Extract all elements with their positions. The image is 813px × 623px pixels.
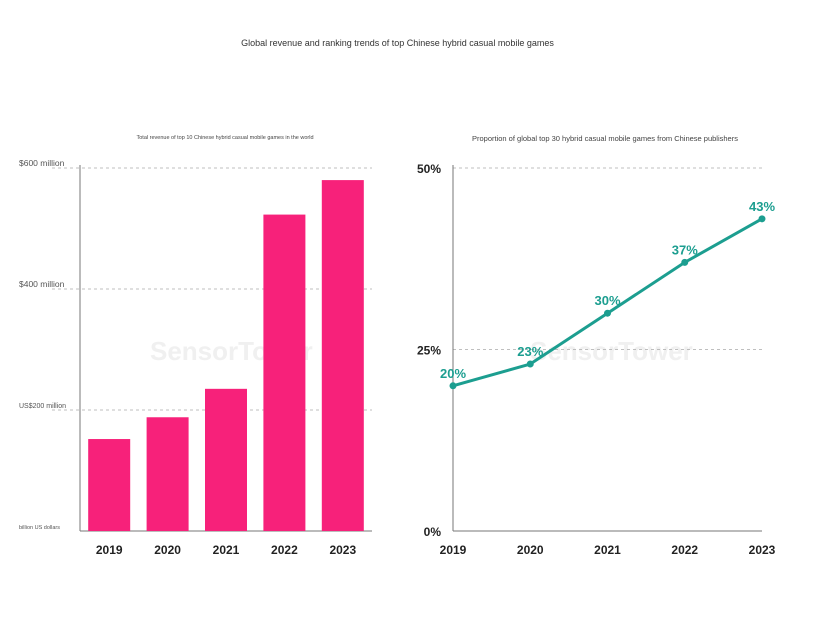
bar-2021 [205, 388, 247, 531]
bar-x-tick-label: 2019 [96, 543, 123, 557]
line-y-tick-label: 50% [417, 162, 441, 176]
line-point-2020 [526, 360, 534, 368]
bar-chart-title: Total revenue of top 10 Chinese hybrid c… [136, 135, 314, 141]
bar-2023 [321, 180, 364, 531]
bar-2022 [263, 214, 306, 531]
line-point-2022 [681, 258, 689, 266]
line-data-label: 23% [517, 344, 543, 359]
line-data-label: 30% [594, 293, 620, 308]
line-data-label: 43% [749, 199, 775, 214]
line-x-tick-label: 2020 [517, 543, 544, 557]
line-data-label: 20% [440, 366, 466, 381]
bar-2020 [146, 417, 189, 531]
main-title: Global revenue and ranking trends of top… [241, 38, 554, 48]
line-data-label: 37% [672, 242, 698, 257]
line-y-tick-label: 0% [424, 525, 442, 539]
line-point-2019 [449, 382, 457, 390]
bar-x-tick-label: 2022 [271, 543, 298, 557]
bar-y-tick-label: $600 million [19, 158, 65, 168]
line-chart-title: Proportion of global top 30 hybrid casua… [472, 134, 738, 143]
bar-y-tick-label: US$200 million [19, 403, 66, 410]
line-x-tick-label: 2019 [440, 543, 467, 557]
line-point-2023 [758, 215, 766, 223]
bar-x-tick-label: 2020 [154, 543, 181, 557]
bar-x-tick-label: 2021 [213, 543, 240, 557]
line-x-tick-label: 2021 [594, 543, 621, 557]
line-x-tick-label: 2022 [671, 543, 698, 557]
watermark-right: SensorTower [530, 336, 693, 366]
line-y-tick-label: 25% [417, 344, 441, 358]
line-x-tick-label: 2023 [749, 543, 776, 557]
bar-x-tick-label: 2023 [329, 543, 356, 557]
bar-y-tick-label: $400 million [19, 279, 65, 289]
bar-y-tick-label: billion US dollars [19, 525, 60, 531]
bar-2019 [88, 439, 131, 531]
line-point-2021 [604, 309, 611, 317]
